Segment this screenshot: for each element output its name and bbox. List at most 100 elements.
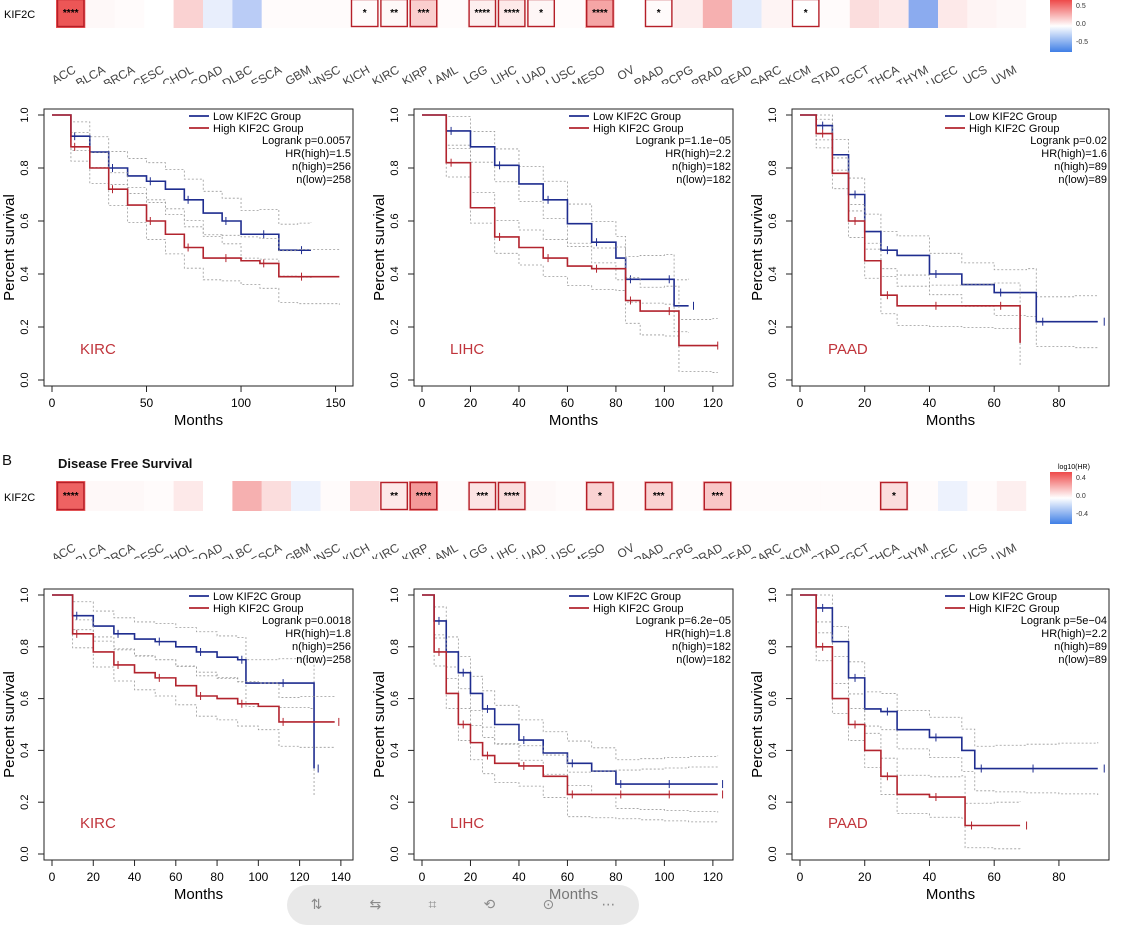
heatmap-cell-luad (526, 0, 556, 28)
x-tick-label: 80 (1052, 870, 1066, 884)
heatmap-legend-tick: -0.5 (1076, 39, 1088, 46)
x-axis-label: Months (549, 412, 598, 429)
heatmap-significance-lihc: **** (504, 491, 520, 502)
heatmap-label-kirp: KIRP (400, 62, 431, 84)
stat-text: Logrank p=0.0018 (262, 615, 351, 627)
heatmap-significance-meso: **** (592, 8, 608, 19)
heatmap-significance-box-lihc (497, 481, 526, 511)
swap-horizontal-icon[interactable]: ⇆ (369, 897, 382, 913)
y-tick-label: 0.4 (767, 743, 779, 758)
cancer-type-label: KIRC (80, 341, 116, 358)
confidence-upper-low (52, 114, 312, 225)
confidence-lower-low (422, 114, 690, 333)
stat-text: HR(high)=1.5 (285, 148, 351, 160)
os-paad-km-plot: 0.0 0.2 0.4 0.6 0.8 1.0 0 20 40 60 80 Months Percent… (749, 107, 1110, 429)
cancer-type-label: PAAD (828, 815, 868, 832)
heatmap-label-ucs: UCS (961, 62, 990, 84)
y-tick-label: 0.0 (389, 372, 401, 387)
confidence-lower-high (422, 114, 718, 373)
y-tick-label: 0.8 (767, 160, 779, 175)
confidence-upper-low (52, 594, 315, 743)
plot-frame (413, 108, 734, 387)
heatmap-significance-box-prad (703, 481, 732, 511)
heatmap-cell-thca (879, 0, 909, 28)
heatmap-cell-lihc (497, 481, 527, 511)
heatmap-cell-ov (614, 481, 644, 511)
heatmap-cell-uvm (996, 0, 1027, 28)
survival-curve-high (800, 114, 1021, 343)
x-tick-label: 20 (464, 870, 478, 884)
confidence-lower-high (52, 114, 340, 305)
stat-text: Logrank p=5e−04 (1021, 615, 1107, 627)
heatmap-label-laml: LAML (426, 62, 460, 84)
y-tick-label: 0.4 (389, 743, 401, 758)
search-icon[interactable]: ⊙ (542, 897, 555, 913)
x-tick-label: 100 (231, 396, 251, 410)
x-tick-label: 100 (654, 396, 674, 410)
heatmap-cell-ucec (938, 0, 968, 28)
heatmap-cell-thym (908, 0, 938, 28)
heatmap-legend-title: log10(HR) (1058, 464, 1090, 471)
image-viewer-toolbar[interactable]: ⇅ ⇆ ⌗ ⟲ ⊙ ⋯ (287, 885, 639, 925)
x-tick-label: 60 (561, 396, 575, 410)
stat-text: Logrank p=1.1e−05 (636, 135, 731, 147)
y-tick-label: 0.8 (19, 160, 31, 175)
survival-curve-high (52, 594, 335, 723)
y-tick-label: 0.0 (389, 846, 401, 861)
x-tick-label: 0 (49, 396, 56, 410)
crop-icon[interactable]: ⌗ (428, 897, 437, 913)
heatmap-cell-blca (85, 481, 115, 511)
heatmap-cell-laml (438, 0, 468, 28)
heatmap-significance-acc: **** (63, 8, 79, 19)
legend-label-high: High KIF2C Group (593, 603, 683, 615)
stat-text: HR(high)=2.2 (665, 148, 731, 160)
heatmap-cell-acc (56, 481, 86, 511)
panel-b-label: B (2, 452, 13, 469)
heatmap-cell-kirc (379, 481, 409, 511)
y-tick-label: 0.6 (767, 213, 779, 228)
heatmap-cell-meso (585, 481, 615, 511)
stat-text: HR(high)=2.2 (1041, 628, 1107, 640)
y-tick-label: 0.4 (389, 266, 401, 281)
heatmap-cell-skcm (791, 0, 821, 28)
x-tick-label: 100 (248, 870, 268, 884)
y-tick-label: 1.0 (767, 107, 779, 122)
confidence-upper-high (800, 114, 1021, 320)
heatmap-cell-sarc (761, 0, 791, 28)
heatmap-label-uvm: UVM (989, 62, 1019, 84)
x-tick-label: 0 (419, 396, 426, 410)
x-tick-label: 50 (140, 396, 154, 410)
heatmap-significance-box-kich (350, 0, 379, 28)
more-icon[interactable]: ⋯ (601, 897, 616, 913)
heatmap-cell-chol (173, 481, 203, 511)
heatmap-label-kirc: KIRC (370, 540, 402, 559)
heatmap-color-legend (1050, 472, 1072, 524)
heatmap-cell-stad (820, 481, 850, 511)
y-tick-label: 0.8 (19, 639, 31, 654)
heatmap-cell-lusc (555, 0, 586, 28)
heatmap-cell-meso (585, 0, 615, 28)
dfs-kirc-km-plot: 0.0 0.2 0.4 0.6 0.8 1.0 0 20 40 60 80 100 120 140 Mont… (1, 587, 354, 903)
y-tick-label: 0.0 (767, 372, 779, 387)
stat-text: Logrank p=0.02 (1030, 135, 1107, 147)
confidence-lower-low (800, 594, 1099, 795)
x-tick-label: 20 (464, 396, 478, 410)
heatmap-cell-sarc (761, 481, 791, 511)
heatmap-significance-lihc: **** (504, 8, 520, 19)
rotate-icon[interactable]: ⟲ (483, 897, 496, 913)
y-axis-label: Percent survival (371, 194, 388, 301)
heatmap-cell-cesc (144, 481, 174, 511)
x-axis-label: Months (926, 886, 975, 903)
heatmap-legend-tick: 0.5 (1076, 3, 1086, 10)
y-tick-label: 0.8 (389, 639, 401, 654)
confidence-upper-low (800, 594, 1099, 747)
x-tick-label: 0 (419, 870, 426, 884)
x-axis-label: Months (926, 412, 975, 429)
heatmap-cell-esca (261, 481, 292, 511)
heatmap-label-lgg: LGG (461, 540, 490, 559)
swap-vertical-icon[interactable]: ⇅ (310, 897, 323, 913)
heatmap-cell-brca (114, 481, 145, 511)
x-tick-label: 20 (858, 396, 872, 410)
heatmap-significance-prad: *** (712, 491, 724, 502)
y-tick-label: 0.4 (767, 266, 779, 281)
